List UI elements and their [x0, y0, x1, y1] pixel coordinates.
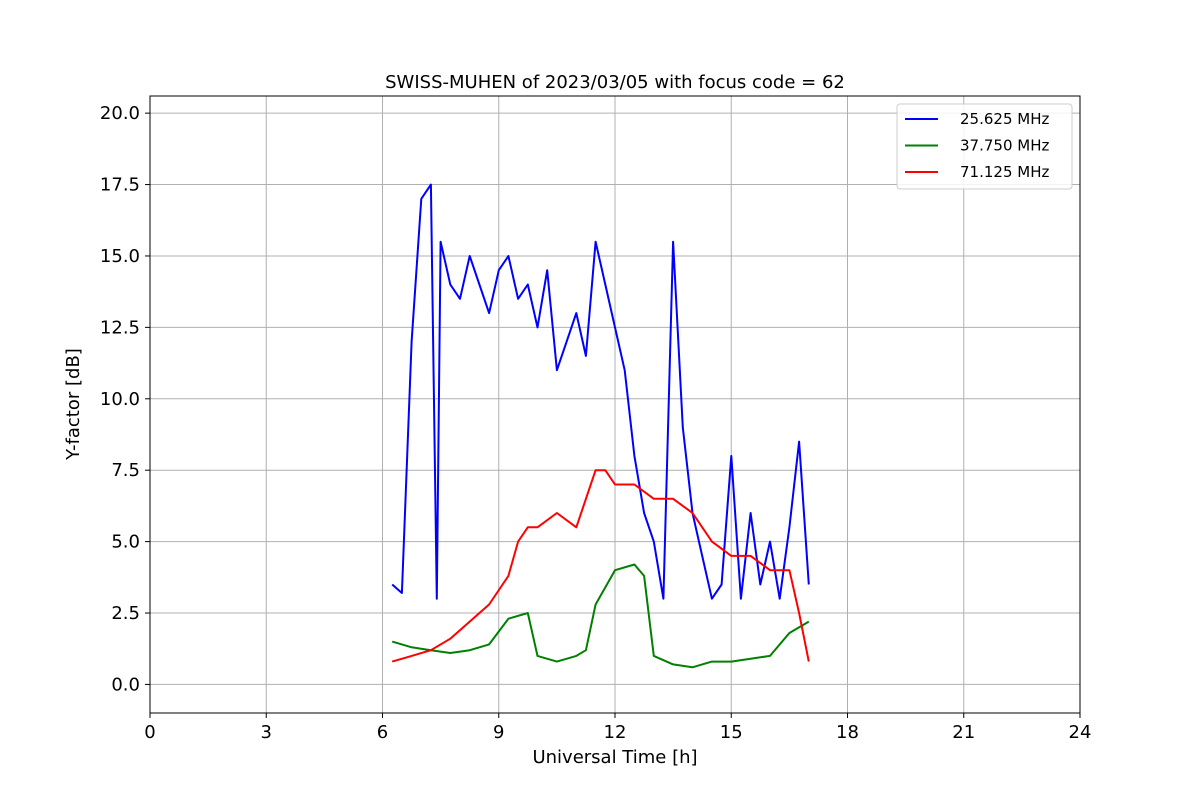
x-tick-label: 3 [261, 722, 272, 743]
y-tick-label: 5.0 [111, 532, 140, 553]
x-tick-label: 18 [836, 722, 859, 743]
y-tick-label: 0.0 [111, 674, 140, 695]
y-tick-label: 10.0 [100, 389, 140, 410]
x-axis-label: Universal Time [h] [532, 747, 697, 768]
x-tick-label: 6 [377, 722, 388, 743]
series-line-2 [391, 469, 810, 663]
x-tick-label: 9 [493, 722, 504, 743]
y-tick-label: 7.5 [111, 460, 140, 481]
legend-label-2: 71.125 MHz [960, 163, 1049, 181]
legend-label-1: 37.750 MHz [960, 137, 1049, 155]
legend-box [896, 103, 1073, 190]
series-layer [391, 183, 810, 669]
x-tick-label: 0 [144, 722, 155, 743]
y-tick-label: 2.5 [111, 603, 140, 624]
y-axis-label: Y-factor [dB] [63, 348, 84, 461]
x-tick-label: 15 [720, 722, 743, 743]
legend-label-0: 25.625 MHz [960, 110, 1049, 128]
y-tick-label: 12.5 [100, 317, 140, 338]
x-tick-label: 12 [604, 722, 627, 743]
x-tick-label: 21 [952, 722, 975, 743]
chart-title: SWISS-MUHEN of 2023/03/05 with focus cod… [385, 72, 845, 93]
series-line-0 [391, 183, 810, 600]
ticks: 0 3 6 9 12 15 18 21 24 0.0 2.5 5.0 7.5 10.0 12.5 15.0 17… [100, 103, 1092, 743]
y-tick-label: 17.5 [100, 175, 140, 196]
x-tick-label: 24 [1069, 722, 1092, 743]
legend: 25.625 MHz 37.750 MHz 71.125 MHz [896, 103, 1073, 190]
series-line-1 [391, 563, 810, 669]
y-tick-label: 20.0 [100, 103, 140, 124]
y-tick-label: 15.0 [100, 246, 140, 267]
